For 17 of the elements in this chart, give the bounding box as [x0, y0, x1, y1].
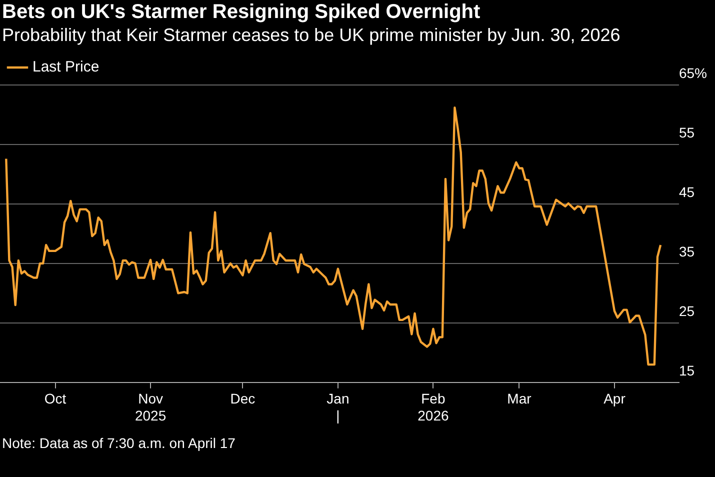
x-tick-label: Mar [507, 390, 532, 407]
x-tick-label: Nov 2025 [134, 390, 166, 424]
y-tick-label: 15 [678, 362, 695, 378]
y-tick-label: 45 [678, 184, 695, 200]
chart-subtitle: Probability that Keir Starmer ceases to be UK prime minister by Jun. 30, 2026 [1, 24, 622, 46]
y-tick-label: 35 [678, 243, 695, 260]
legend-label: Last Price [32, 58, 100, 76]
x-tick-label: Feb 2026 [418, 390, 449, 424]
chart-title: Bets on UK's Starmer Resigning Spiked Overnight [1, 0, 482, 24]
text: Note: Data as of 7:30 a.m. on April 17 [1, 434, 236, 452]
x-tick-label: Jan | [326, 390, 350, 424]
y-tick-label: 65% [678, 64, 708, 81]
x-tick-label: Dec [230, 390, 256, 407]
x-tick-label: Apr [604, 390, 626, 407]
x-tick-label: Oct [44, 390, 66, 407]
y-tick-label: 25 [678, 302, 695, 319]
y-tick-label: 55 [678, 124, 695, 140]
